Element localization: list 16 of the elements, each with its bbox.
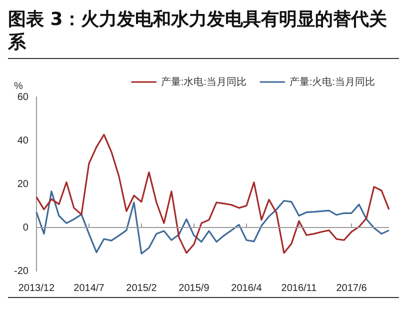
x-tick-label: 2015/2	[126, 282, 158, 294]
y-tick-label: 40	[17, 135, 29, 146]
legend-label: 产量:火电:当月同比	[289, 76, 376, 88]
y-tick-label: 60	[17, 92, 29, 103]
y-axis-title: %	[14, 80, 23, 92]
legend-label: 产量:水电:当月同比	[160, 76, 246, 88]
x-tick-label: 2016/11	[281, 282, 318, 294]
x-tick-label: 2017/6	[336, 282, 368, 294]
x-tick-label: 2016/4	[231, 282, 262, 294]
y-tick-label: 20	[17, 178, 29, 190]
x-tick-label: 2015/9	[178, 282, 210, 294]
x-tick-label: 2014/7	[74, 282, 105, 294]
y-tick-label: 0	[22, 222, 29, 234]
x-tick-label: 2013/12	[18, 282, 55, 294]
y-tick-label: -20	[14, 266, 29, 277]
chart-title: 图表 3：火力发电和水力发电具有明显的替代关系	[8, 8, 399, 59]
